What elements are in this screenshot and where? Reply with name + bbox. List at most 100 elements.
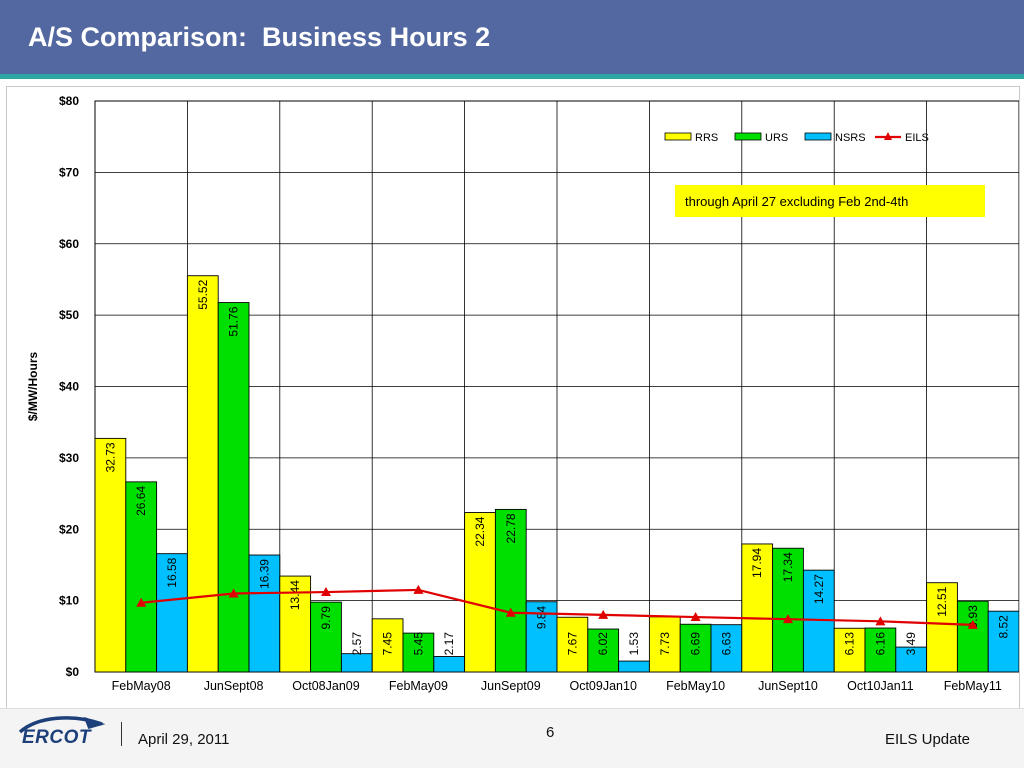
y-tick-label: $40 — [59, 380, 79, 394]
annotation-text: through April 27 excluding Feb 2nd-4th — [685, 194, 908, 209]
data-label: 16.39 — [257, 559, 271, 589]
legend-label-urs: URS — [765, 132, 788, 144]
bar-rrs — [371, 618, 404, 673]
x-tick-label: FebMay11 — [944, 679, 1002, 693]
data-label: 7.73 — [658, 632, 672, 656]
data-label: 13.44 — [288, 580, 302, 610]
data-label: 9.84 — [535, 605, 549, 629]
eils-point — [598, 609, 609, 619]
data-label: 22.34 — [473, 516, 487, 546]
data-label: 5.45 — [411, 632, 425, 656]
legend-marker-eils — [884, 132, 892, 140]
x-tick-label: FebMay10 — [666, 679, 725, 693]
bar-nsrs — [340, 653, 373, 673]
bar-urs — [310, 601, 342, 673]
x-tick-label: JunSept08 — [204, 679, 264, 693]
x-tick-label: JunSept10 — [758, 679, 818, 693]
bar-rrs — [464, 512, 496, 673]
footer-date: April 29, 2011 — [138, 731, 230, 748]
data-label: 26.64 — [134, 486, 148, 516]
bar-urs — [494, 508, 527, 673]
legend-label-eils: EILS — [905, 132, 929, 144]
y-tick-label: $80 — [59, 94, 79, 108]
bar-nsrs — [156, 553, 188, 673]
y-tick-label: $20 — [59, 522, 79, 536]
data-label: 51.76 — [227, 306, 241, 336]
x-tick-label: JunSept09 — [481, 679, 541, 693]
data-label: 12.51 — [935, 586, 949, 616]
bar-urs — [217, 302, 250, 673]
bar-urs — [772, 547, 804, 673]
x-tick-label: FebMay08 — [112, 679, 171, 693]
bar-nsrs — [710, 624, 743, 673]
legend-swatch-urs — [734, 132, 762, 141]
bar-rrs — [186, 275, 219, 673]
header-accent-stripe — [0, 74, 1024, 79]
data-label: 8.52 — [997, 615, 1011, 639]
data-label: 17.94 — [750, 548, 764, 578]
eils-point — [783, 614, 793, 624]
data-label: 16.58 — [165, 557, 179, 587]
bar-urs — [956, 600, 989, 673]
bar-rrs — [648, 616, 681, 673]
y-tick-label: $10 — [59, 594, 79, 608]
y-tick-label: $60 — [59, 237, 79, 251]
bar-urs — [679, 623, 712, 673]
eils-point — [505, 607, 516, 617]
data-label: 7.67 — [565, 632, 579, 656]
bar-nsrs — [248, 554, 281, 673]
data-label: 2.57 — [350, 632, 364, 656]
bar-nsrs — [433, 656, 466, 673]
bar-urs — [402, 632, 435, 673]
data-label: 55.52 — [196, 279, 210, 309]
data-label: 6.16 — [873, 632, 887, 656]
slide-title: A/S Comparison: Business Hours 2 — [28, 22, 491, 52]
data-label: 2.17 — [442, 632, 456, 656]
data-label: 6.63 — [719, 632, 733, 656]
logo-text: ERCOT — [22, 727, 91, 748]
eils-point — [413, 584, 424, 594]
data-label: 9.93 — [966, 605, 980, 629]
ercot-logo — [18, 716, 106, 734]
y-axis-label: $/MW/Hours — [26, 352, 40, 422]
bar-rrs — [94, 437, 127, 673]
annotation-box — [675, 185, 985, 217]
legend-label-nsrs: NSRS — [835, 132, 866, 144]
footer — [0, 708, 1024, 768]
series-line-eils — [141, 588, 973, 626]
bar-rrs — [833, 627, 866, 673]
eils-point — [136, 597, 147, 607]
data-label: 7.45 — [381, 632, 395, 656]
data-label: 17.34 — [781, 552, 795, 582]
bar-urs — [125, 481, 158, 673]
y-tick-label: $50 — [59, 308, 79, 322]
eils-point — [967, 619, 978, 629]
x-tick-label: Oct10Jan11 — [847, 679, 914, 693]
x-tick-label: FebMay09 — [389, 679, 448, 693]
y-tick-label: $0 — [66, 665, 80, 679]
data-label: 32.73 — [103, 442, 117, 472]
bar-urs — [587, 628, 620, 673]
data-label: 6.02 — [596, 632, 610, 656]
page-number: 6 — [546, 724, 555, 741]
x-tick-label: Oct08Jan09 — [292, 679, 359, 693]
data-label: 22.78 — [504, 513, 518, 543]
chart-frame: $0 $10 $20 $30 $40 $50 $60 $70 $80 $/MW/Hours 32.7… — [6, 86, 1020, 710]
data-label: 6.69 — [689, 632, 703, 656]
eils-point — [690, 612, 701, 622]
data-label: 3.49 — [904, 632, 918, 656]
bar-nsrs — [618, 660, 650, 673]
x-tick-label: Oct09Jan10 — [569, 679, 636, 693]
footer-divider — [0, 708, 1024, 709]
legend-label-rrs: RRS — [695, 132, 718, 144]
data-label: 1.53 — [627, 632, 641, 656]
eils-point — [228, 588, 239, 598]
slide-header — [0, 0, 1024, 74]
eils-point — [321, 587, 331, 597]
data-label: 14.27 — [812, 574, 826, 604]
eils-point — [875, 616, 886, 626]
bar-nsrs — [987, 610, 1019, 673]
legend-swatch-nsrs — [804, 132, 832, 141]
bar-rrs — [556, 616, 589, 673]
footer-title: EILS Update — [884, 731, 970, 748]
